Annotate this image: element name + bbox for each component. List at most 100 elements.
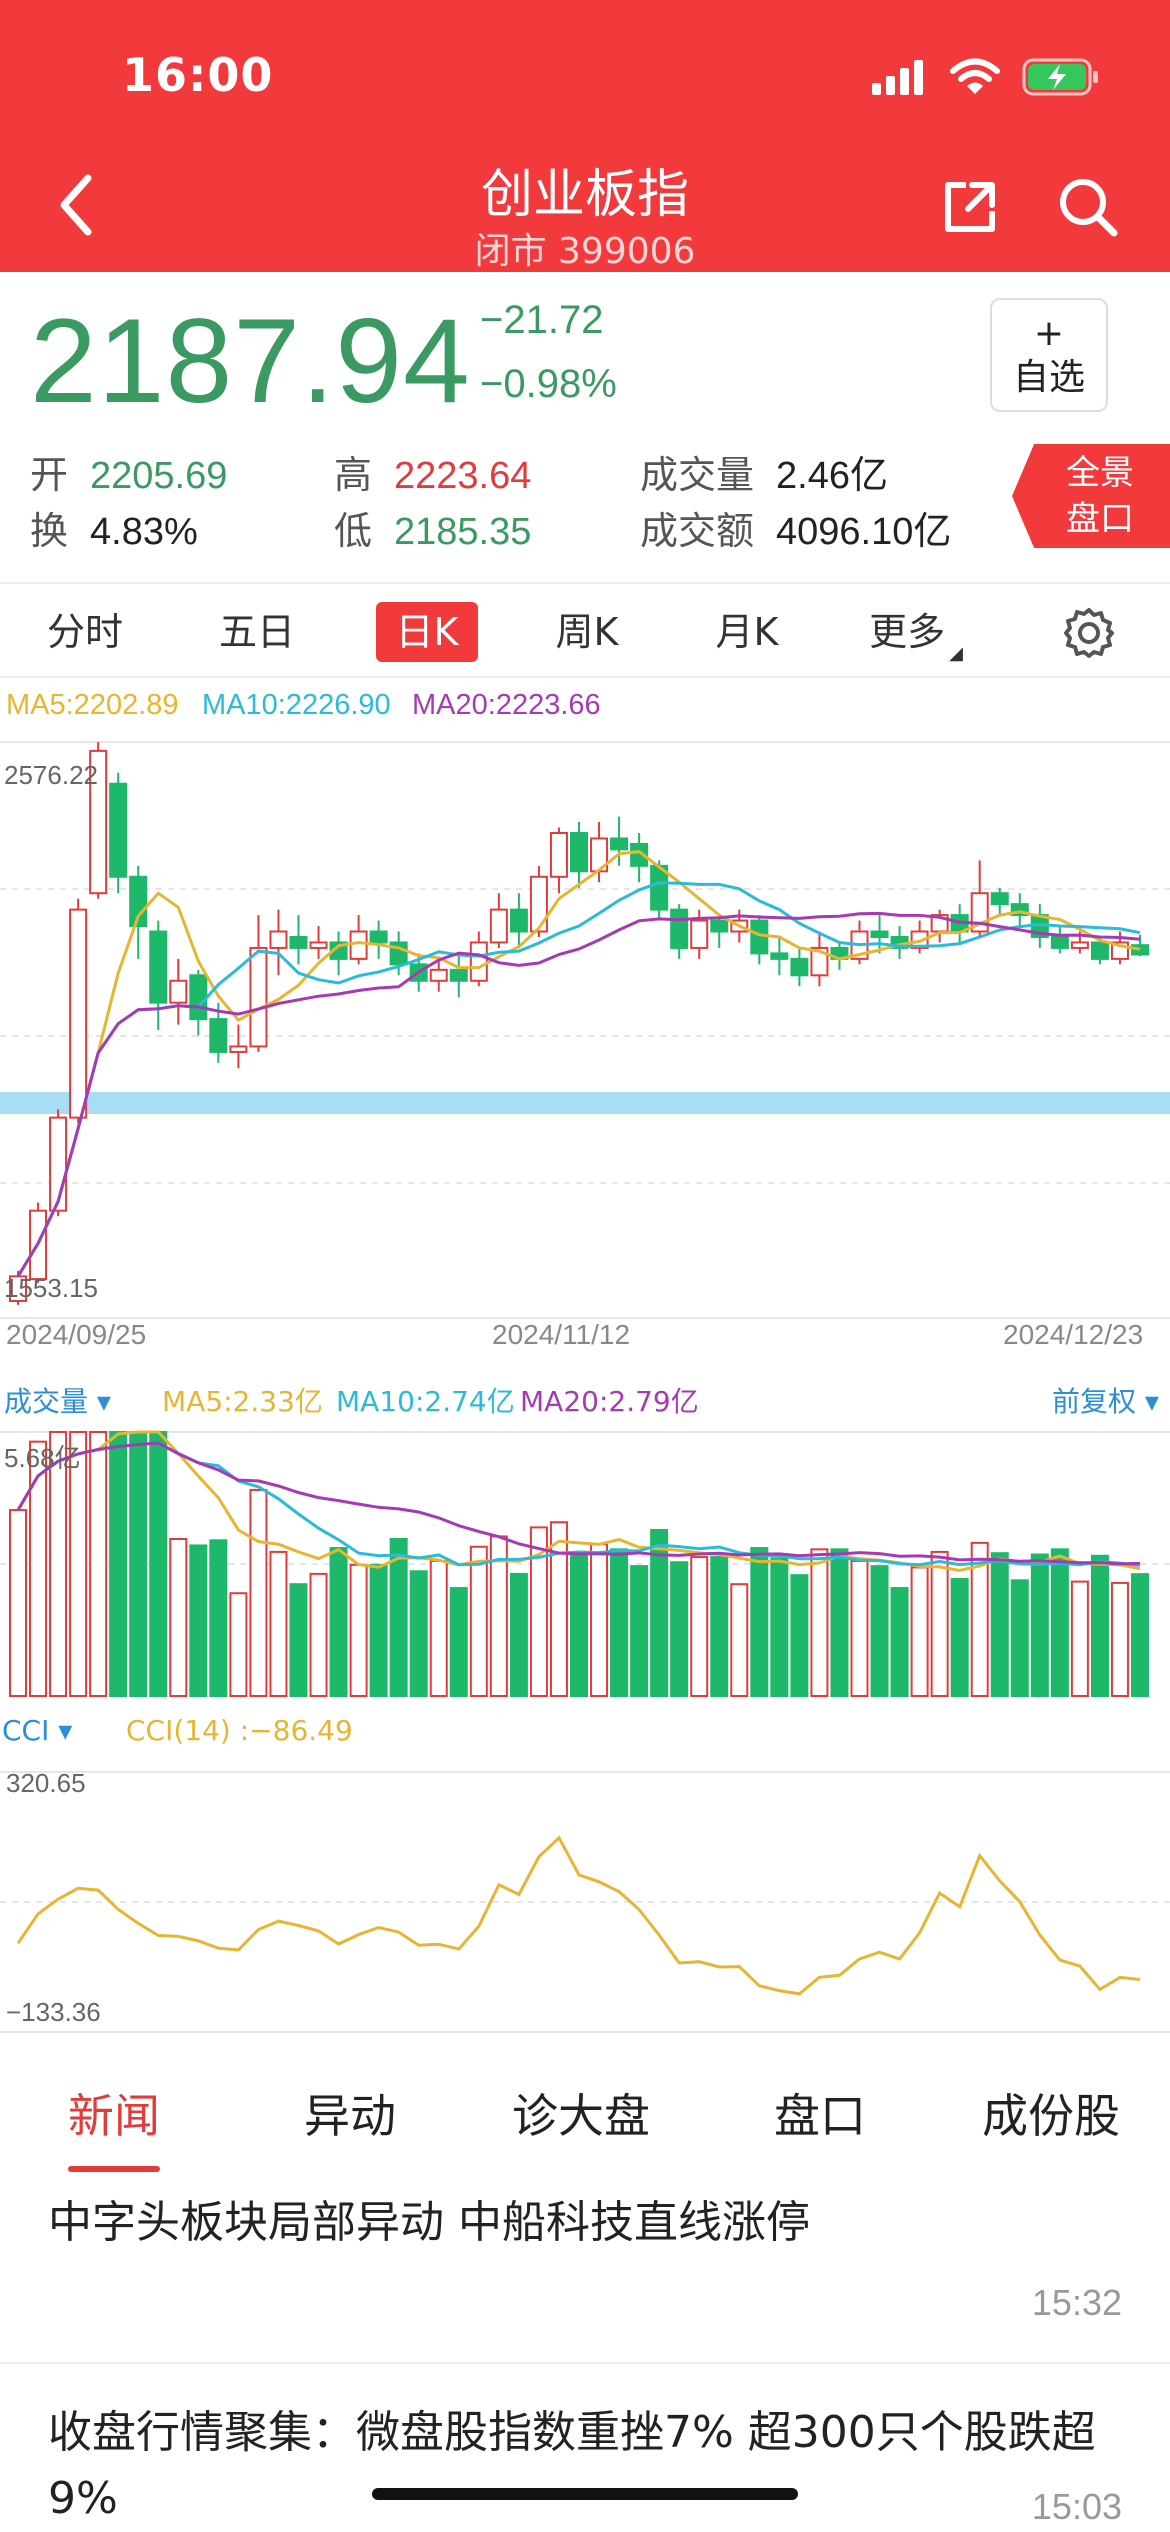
date-label-start: 2024/09/25 (6, 1319, 146, 1350)
tab-monthly-k[interactable]: 月K (715, 610, 779, 654)
cci-min-label: −133.36 (6, 1997, 101, 2027)
volume-bar (329, 1547, 348, 1697)
candle (1131, 944, 1149, 956)
candle (509, 908, 528, 933)
settings-gear-icon[interactable] (1062, 606, 1116, 660)
page-title: 创业板指 (480, 165, 689, 225)
ma10-line (16, 881, 1141, 1278)
volume-bar (970, 1541, 989, 1697)
tab-diagnosis[interactable]: 诊大盘 (512, 2089, 650, 2143)
support-band (0, 1092, 1170, 1114)
volume-bar (750, 1547, 769, 1697)
tab-movement[interactable]: 异动 (304, 2089, 396, 2143)
volume-marks (0, 1430, 1170, 1698)
candle (910, 930, 929, 949)
full-orderbook-button[interactable]: 全景 盘口 (1012, 444, 1170, 548)
tab-orderbook[interactable]: 盘口 (774, 2089, 866, 2143)
volume-bar (1070, 1580, 1089, 1698)
volume-bar (850, 1559, 869, 1698)
volume-bar (810, 1548, 829, 1697)
ma20-label: MA20:2223.66 (412, 689, 601, 721)
candle (69, 908, 88, 1119)
ma10-label: MA10:2226.90 (202, 689, 391, 721)
volume-bar (149, 1431, 168, 1697)
volume-bar (89, 1431, 108, 1697)
volume-bar (590, 1543, 609, 1697)
news-item[interactable]: 收盘行情聚集：微盘股指数重挫7% 超300只个股跌超9% 15:03 (0, 2400, 1170, 2532)
volume-bar (930, 1550, 949, 1697)
vol-ma10-label: MA10:2.74亿 (336, 1385, 515, 1418)
tab-news[interactable]: 新闻 (68, 2080, 160, 2172)
candle (1090, 941, 1109, 960)
volume-bar (129, 1431, 148, 1697)
tab-constituents[interactable]: 成份股 (982, 2089, 1120, 2143)
ma20-line (16, 911, 1141, 1278)
cci-indicator-select: CCI ▾ (2, 1714, 72, 1747)
volume-bar (369, 1563, 388, 1697)
news-item[interactable]: 中字头板块局部异动 中船科技直线涨停 15:32 (0, 2180, 1170, 2360)
open-stat: 开 2205.69 (30, 453, 228, 497)
candle (1070, 941, 1089, 949)
volume-bar (730, 1583, 749, 1698)
back-arrow-icon[interactable] (52, 170, 102, 240)
add-watchlist-button[interactable]: + 自选 (990, 298, 1108, 412)
home-indicator (372, 2488, 798, 2500)
amount-stat: 成交额 4096.10亿 (640, 509, 952, 553)
candle (449, 968, 468, 982)
volume-bar (449, 1587, 468, 1698)
volume-bar (469, 1545, 488, 1697)
volume-bar (1110, 1581, 1129, 1698)
candle (710, 919, 729, 933)
candle (489, 908, 508, 944)
cci-line (16, 1835, 1141, 1996)
share-icon[interactable] (938, 175, 1002, 239)
candle (209, 1018, 228, 1053)
tab-daily-k[interactable]: 日K (362, 584, 492, 680)
tab-weekly-k[interactable]: 周K (555, 610, 619, 654)
candle (990, 892, 1009, 906)
status-time: 16:00 (122, 48, 274, 102)
last-price: 2187.94 (30, 294, 471, 428)
volume-bar (9, 1509, 27, 1698)
candle (349, 930, 368, 960)
ma5-label: MA5:2202.89 (6, 689, 179, 721)
vol-ma20-line (16, 1441, 1141, 1566)
volume-bar (1131, 1573, 1149, 1698)
date-label-end: 2024/12/23 (1003, 1319, 1143, 1350)
candle (770, 952, 789, 960)
candle (570, 831, 588, 873)
candle (229, 1045, 248, 1053)
signal-icon (872, 60, 923, 95)
vol-ma20-label: MA20:2.79亿 (520, 1385, 699, 1418)
low-stat: 低 2185.35 (334, 509, 532, 553)
adjust-select: 前复权 ▾ (1052, 1385, 1159, 1418)
volume-bar (1090, 1554, 1109, 1698)
volume-bar (910, 1566, 929, 1697)
kline-chart-area[interactable]: MA5:2202.89 MA10:2226.90 MA20:2223.66 25… (0, 680, 1170, 2040)
volume-bar (1030, 1553, 1049, 1698)
candle (169, 979, 188, 1004)
volume-bar (890, 1587, 909, 1698)
volume-bar (69, 1431, 88, 1697)
period-tabs: 分时 五日 日K 周K 月K 更多 ◢ (0, 582, 1170, 678)
tab-intraday[interactable]: 分时 (46, 610, 123, 654)
chart-svg[interactable]: MA5:2202.89 MA10:2226.90 MA20:2223.66 25… (0, 680, 1170, 2040)
candle (1010, 903, 1029, 917)
volume-bar (549, 1521, 568, 1697)
turnover-stat: 换 4.83% (30, 509, 198, 553)
candle (870, 930, 889, 938)
volume-bar (950, 1578, 969, 1698)
add-watchlist-label: 自选 (1012, 357, 1085, 398)
volume-bar (269, 1550, 288, 1697)
candle (289, 935, 308, 949)
candle (269, 930, 288, 949)
candle (810, 946, 829, 977)
candle (429, 968, 448, 982)
volume-stat: 成交量 2.46亿 (640, 453, 888, 497)
tab-five-day[interactable]: 五日 (218, 610, 295, 654)
search-icon[interactable] (1056, 175, 1120, 239)
volume-bar (670, 1561, 689, 1698)
app-header: 16:00 创业板指 闭市 399006 (0, 0, 1170, 272)
tab-more[interactable]: 更多 ◢ (869, 610, 963, 664)
date-label-mid: 2024/11/12 (492, 1319, 630, 1350)
